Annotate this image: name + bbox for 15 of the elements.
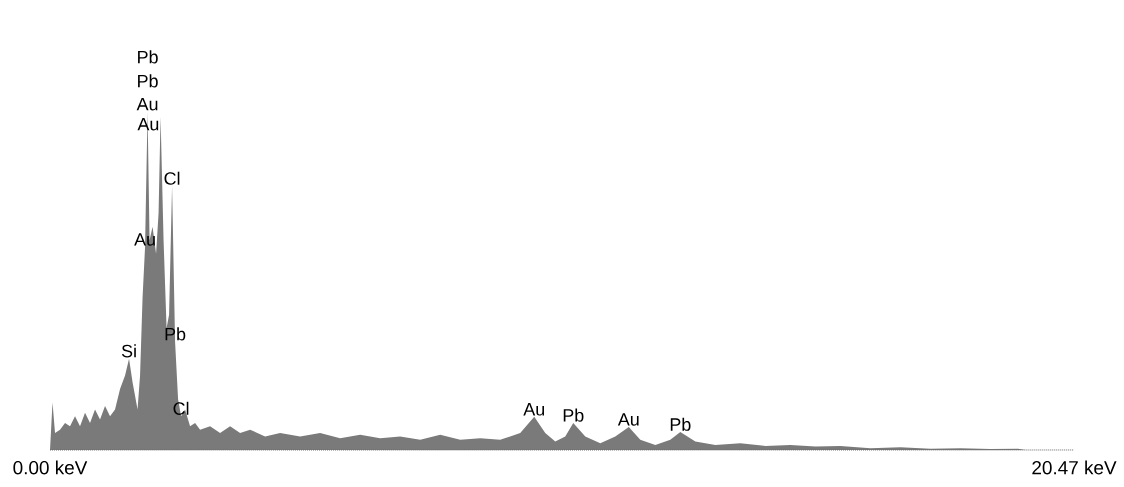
annotation: Pb (165, 327, 186, 341)
text: Pb (138, 50, 158, 64)
x-tick-label: 0.00 keV (13, 460, 88, 475)
x-tick-label: 20.47 keV (1032, 460, 1117, 475)
annotation: Cl (164, 171, 180, 185)
annotation: Au (617, 413, 639, 426)
annotation: Cl (173, 401, 189, 415)
annotation: Si (121, 344, 136, 358)
text: Pb (138, 74, 158, 88)
annotation: Pb (670, 417, 691, 431)
annotation: Au (136, 97, 158, 111)
annotation: Pb (563, 408, 584, 422)
annotation: Au (137, 117, 159, 131)
annotation: Au (134, 233, 155, 246)
annotation: Au (523, 403, 545, 416)
